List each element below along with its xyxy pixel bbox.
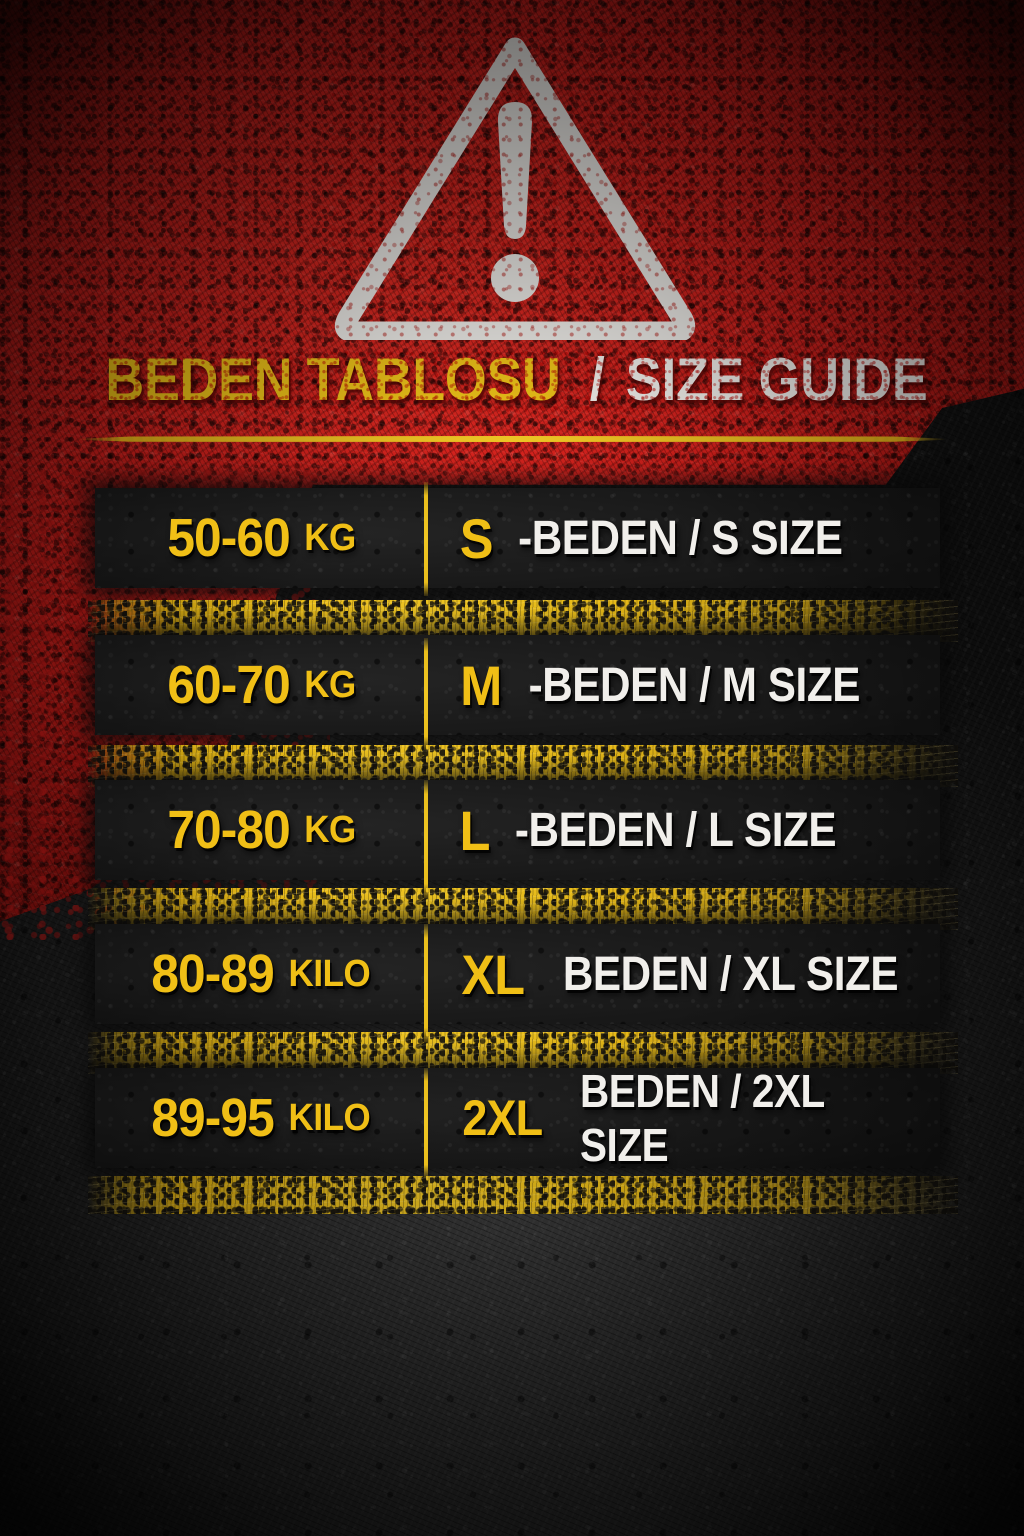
- weight-range: 50-60: [167, 508, 291, 568]
- size-code: 2XL: [462, 1090, 543, 1146]
- column-divider: [424, 924, 428, 1042]
- column-divider: [424, 1068, 428, 1178]
- size-code: S: [459, 506, 494, 570]
- weight-unit: KG: [303, 808, 356, 851]
- size-cell: L -BEDEN / L SIZE: [440, 780, 940, 880]
- size-cell: M -BEDEN / M SIZE: [440, 635, 940, 735]
- weight-unit: KILO: [288, 1096, 371, 1139]
- title-underline-rule: [78, 436, 946, 442]
- weight-cell: 60-70 KG: [95, 635, 425, 735]
- weight-cell: 70-80 KG: [95, 780, 425, 880]
- weight-range: 60-70: [167, 655, 291, 715]
- column-divider: [424, 780, 428, 898]
- weight-range: 80-89: [151, 944, 274, 1004]
- size-label: -BEDEN / M SIZE: [528, 658, 860, 712]
- size-code: L: [459, 798, 491, 862]
- title-primary: BEDEN TABLOSU: [104, 346, 561, 413]
- table-row[interactable]: 70-80 KG L -BEDEN / L SIZE: [0, 780, 1024, 880]
- weight-cell: 80-89 KILO: [95, 924, 425, 1024]
- weight-unit: KILO: [288, 952, 371, 995]
- table-row[interactable]: 60-70 KG M -BEDEN / M SIZE: [0, 635, 1024, 735]
- table-row[interactable]: 80-89 KILO XL BEDEN / XL SIZE: [0, 924, 1024, 1024]
- weight-range: 89-95: [151, 1088, 274, 1148]
- weight-cell: 50-60 KG: [95, 488, 425, 588]
- size-label: BEDEN / XL SIZE: [562, 947, 898, 1001]
- title-secondary: SIZE GUIDE: [626, 346, 928, 413]
- size-label: -BEDEN / L SIZE: [515, 803, 837, 857]
- size-cell: S -BEDEN / S SIZE: [440, 488, 940, 588]
- size-code: M: [460, 653, 502, 717]
- size-cell: XL BEDEN / XL SIZE: [440, 924, 940, 1024]
- size-code: XL: [461, 942, 525, 1006]
- page-title: BEDEN TABLOSU / SIZE GUIDE: [0, 345, 1024, 414]
- row-separator-stripe: [88, 1176, 958, 1214]
- column-divider: [424, 638, 428, 750]
- table-row[interactable]: 50-60 KG S -BEDEN / S SIZE: [0, 488, 1024, 588]
- weight-range: 70-80: [167, 800, 291, 860]
- size-label: -BEDEN / S SIZE: [518, 511, 843, 565]
- table-row[interactable]: 89-95 KILO 2XL BEDEN / 2XL SIZE: [0, 1065, 1024, 1171]
- weight-unit: KG: [303, 663, 356, 706]
- size-label: BEDEN / 2XL SIZE: [579, 1065, 825, 1171]
- column-divider: [424, 482, 428, 596]
- weight-unit: KG: [303, 516, 356, 559]
- warning-triangle-icon: [330, 30, 700, 340]
- size-table: 50-60 KG S -BEDEN / S SIZE 60-70 KG M -B…: [0, 480, 1024, 1214]
- title-separator: /: [590, 346, 605, 413]
- size-cell: 2XL BEDEN / 2XL SIZE: [440, 1065, 940, 1171]
- weight-cell: 89-95 KILO: [95, 1068, 425, 1168]
